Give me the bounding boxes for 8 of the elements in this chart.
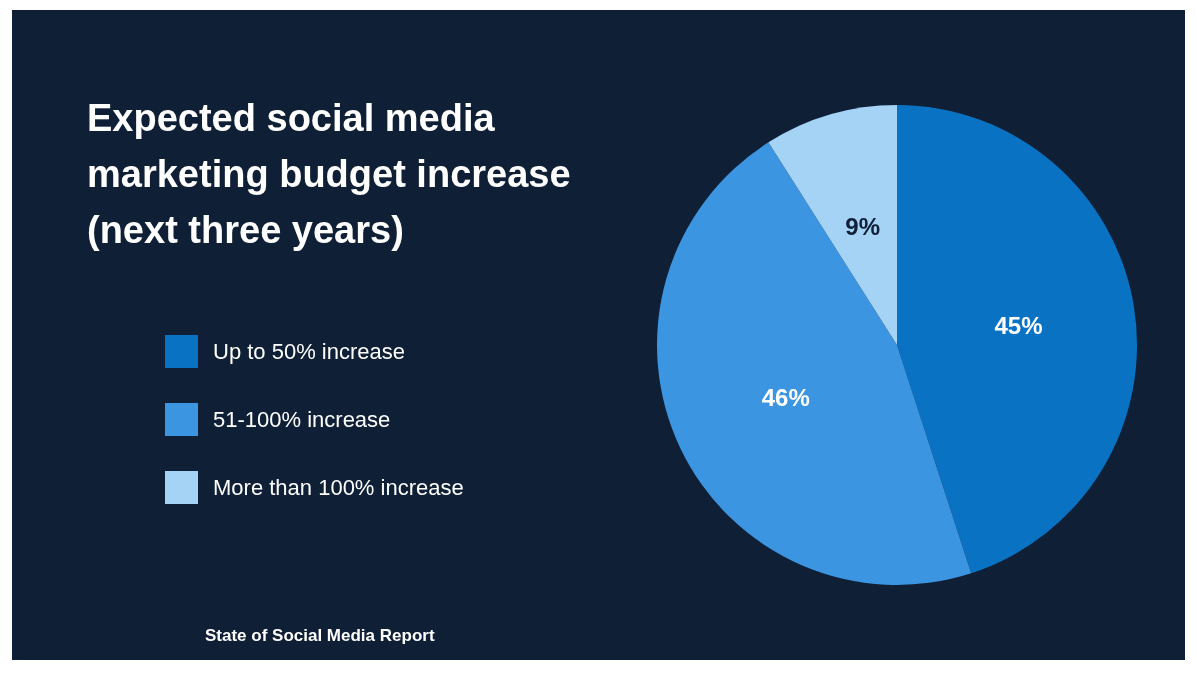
- text: Expected social media marketing budget increase (next three years): [87, 97, 571, 251]
- data-label: 9%: [845, 213, 881, 241]
- data-label: 46%: [761, 383, 810, 411]
- legend-label: Up to 50% increase: [213, 339, 405, 364]
- legend-label: 51-100% increase: [213, 407, 391, 432]
- text: State of Social Media Report: [205, 626, 435, 645]
- legend-label: More than 100% increase: [213, 475, 464, 500]
- data-label: 45%: [994, 312, 1043, 340]
